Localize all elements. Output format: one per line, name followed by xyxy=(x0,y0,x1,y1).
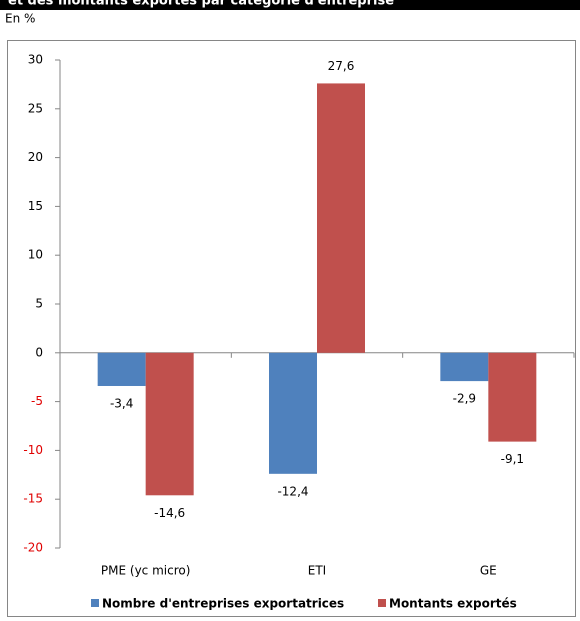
bar xyxy=(145,352,194,496)
value-label: -3,4 xyxy=(110,396,133,410)
chart-subtitle: En % xyxy=(5,12,35,26)
y-tick-label: 15 xyxy=(28,199,43,213)
y-tick-label: -20 xyxy=(23,541,43,555)
value-label: -2,9 xyxy=(453,392,476,406)
y-tick-label: 25 xyxy=(28,101,43,115)
y-tick-label: -10 xyxy=(23,443,43,457)
bar xyxy=(97,352,146,386)
x-tick-label: ETI xyxy=(308,564,326,578)
chart-frame xyxy=(7,40,576,617)
value-label: 27,6 xyxy=(328,59,355,73)
y-tick-label: 5 xyxy=(35,297,43,311)
legend-label: Montants exportés xyxy=(389,597,517,611)
value-label: -9,1 xyxy=(501,452,524,466)
y-tick-label: -5 xyxy=(31,394,43,408)
chart-title: et des montants exportés par catégorie d… xyxy=(8,0,394,9)
x-tick-label: GE xyxy=(480,564,497,578)
title-bar xyxy=(0,0,580,10)
x-tick-label: PME (yc micro) xyxy=(101,564,191,578)
legend-swatch xyxy=(91,599,99,607)
legend-swatch xyxy=(378,599,386,607)
y-tick-label: -15 xyxy=(23,492,43,506)
value-label: -14,6 xyxy=(154,506,185,520)
bar xyxy=(488,352,537,442)
bar xyxy=(317,83,365,353)
y-tick-label: 30 xyxy=(28,53,43,67)
value-label: -12,4 xyxy=(277,484,308,498)
legend-label: Nombre d'entreprises exportatrices xyxy=(102,597,344,611)
y-tick-label: 10 xyxy=(28,248,43,262)
bar xyxy=(269,352,317,474)
y-tick-label: 20 xyxy=(28,150,43,164)
y-tick-label: 0 xyxy=(35,345,43,359)
bar xyxy=(440,352,489,382)
